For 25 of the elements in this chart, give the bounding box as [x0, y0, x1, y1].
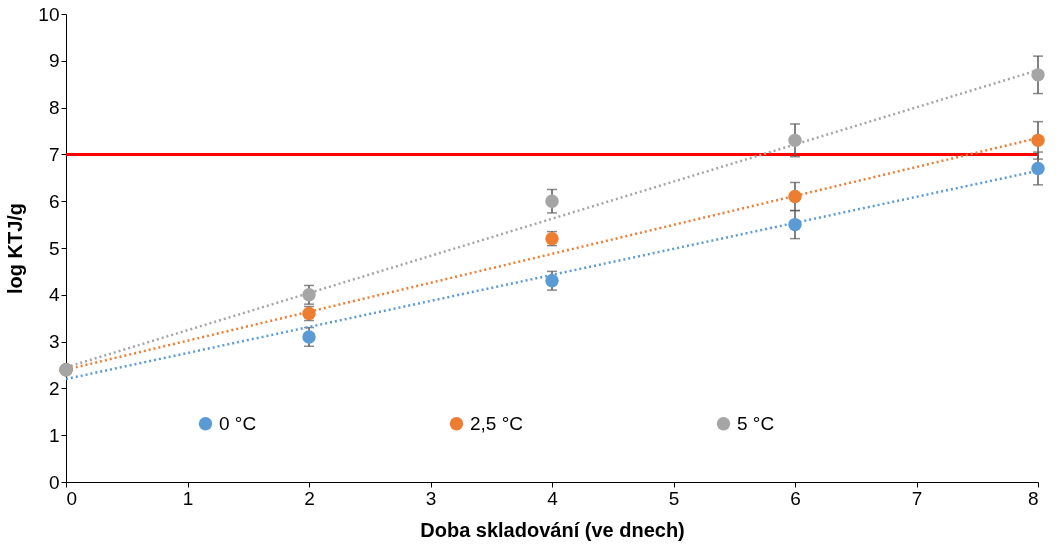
- y-tick-label: 0: [48, 471, 60, 493]
- x-tick-label: 2: [304, 487, 315, 509]
- y-tick-label: 5: [48, 237, 60, 259]
- legend-label: 0 °C: [219, 412, 257, 434]
- y-axis-title: log KTJ/g: [4, 202, 27, 295]
- y-tick-label: 3: [48, 331, 60, 353]
- x-tick-label: 7: [911, 487, 923, 509]
- x-tick-label: 4: [547, 487, 559, 509]
- x-tick-label: 1: [182, 487, 194, 509]
- y-tick-label: 6: [48, 190, 60, 212]
- x-tick-label: 5: [668, 487, 680, 509]
- x-tick-label: 6: [790, 487, 801, 509]
- y-tick-label: 8: [48, 97, 60, 119]
- x-axis-title: Doba skladování (ve dnech): [420, 518, 685, 541]
- y-tick-label: 2: [48, 377, 60, 399]
- y-tick-label: 1: [48, 424, 60, 446]
- y-tick-label: 10: [38, 3, 60, 25]
- x-tick-label: 0: [66, 487, 78, 509]
- legend-label: 2,5 °C: [470, 412, 524, 434]
- x-tick-label: 3: [425, 487, 437, 509]
- y-tick-label: 4: [48, 284, 60, 306]
- y-tick-label: 9: [48, 50, 60, 72]
- legend-label: 5 °C: [737, 412, 775, 434]
- y-tick-label: 7: [48, 143, 60, 165]
- x-tick-label: 8: [1027, 487, 1039, 509]
